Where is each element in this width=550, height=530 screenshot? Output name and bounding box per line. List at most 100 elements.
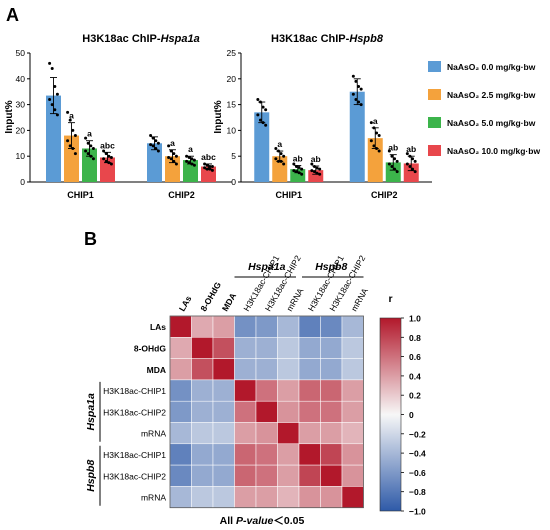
chart2-data-point (377, 149, 381, 153)
chart2-significance-label: ab (311, 154, 321, 164)
chart1-category-label: CHIP2 (168, 190, 195, 200)
chart1-ytick-label: 40 (16, 74, 26, 84)
heatmap-row-label: mRNA (141, 493, 166, 503)
footnote-prefix: All (220, 515, 236, 527)
heatmap-group-side-hspa1a: Hspa1a (85, 393, 97, 431)
legend-label: NaAsO₂ 5.0 mg/kg·bw (447, 118, 536, 128)
heatmap-row-label: mRNA (141, 429, 166, 439)
heatmap-footnote: All P-value＜0.05 (220, 515, 305, 527)
chart2-data-point (292, 169, 296, 173)
heatmap-cell (320, 486, 343, 508)
heatmap-cell (255, 315, 278, 338)
heatmap-cell (169, 443, 192, 466)
chart1-data-point (104, 159, 108, 163)
chart1-data-point (91, 157, 95, 161)
heatmap-cells (169, 315, 364, 509)
chart1-data-point (68, 144, 72, 148)
heatmap-cell (234, 422, 257, 445)
chart1-ytick-label: 20 (16, 125, 26, 135)
chart2-ytick-label: 0 (231, 177, 236, 187)
colorbar-tick-label: −0.6 (409, 468, 426, 478)
chart2-data-point (395, 159, 399, 163)
chart1-data-point (185, 159, 189, 163)
heatmap-row-label: 8-OHdG (134, 343, 167, 353)
chart1-data-point (66, 110, 70, 114)
chart1-bar (64, 135, 79, 182)
chart1-data-point (109, 162, 113, 166)
footnote-suffix: ＜0.05 (273, 515, 304, 527)
chart1-data-point (151, 144, 155, 148)
heatmap-cell (320, 443, 343, 466)
footnote-italic: P-value (236, 515, 274, 527)
heatmap-cell (191, 358, 214, 381)
chart2-data-point (372, 144, 376, 148)
legend: NaAsO₂ 0.0 mg/kg·bw NaAsO₂ 2.5 mg/kg·bw Na… (428, 61, 540, 156)
heatmap-cell (255, 358, 278, 381)
chart1-data-point (172, 152, 176, 156)
heatmap-cell (191, 486, 214, 508)
chart2-data-point (375, 131, 379, 135)
chart2-bar (254, 112, 270, 182)
chart2-data-point (390, 165, 394, 169)
chart1-data-point (205, 163, 209, 167)
chart1-category-label: CHIP1 (67, 190, 94, 200)
heatmap-cell (320, 358, 343, 381)
chart1-data-point (210, 168, 214, 172)
heatmap-cell (234, 315, 257, 338)
heatmap-cell (255, 337, 278, 359)
heatmap-col-label: MDA (220, 291, 238, 313)
chart2-data-point (310, 162, 314, 166)
chart1-ytick-label: 50 (16, 48, 26, 58)
chart2-data-point (276, 159, 280, 163)
heatmap-cell (298, 358, 321, 381)
chart1-data-point (208, 165, 212, 169)
heatmap-cell (234, 486, 257, 508)
chart1-data-point (203, 162, 207, 166)
chart1-data-point (156, 141, 160, 145)
heatmap-cell (234, 443, 257, 466)
heatmap-cell (234, 358, 257, 381)
heatmap-cell (234, 379, 257, 402)
chart2-data-point (375, 146, 379, 150)
chart2-title: H3K18ac ChIP-Hspb8 (271, 33, 384, 45)
chart1-data-point (154, 146, 158, 150)
chart1-data-point (192, 158, 196, 162)
chart1-significance-label: a (69, 111, 74, 121)
chart2-data-point (282, 162, 286, 166)
chart1-data-point (190, 157, 194, 161)
heatmap-cell (277, 315, 300, 338)
heatmap-row-label: LAs (150, 322, 166, 332)
chart1-ylabel: Input% (4, 100, 15, 133)
chart2-data-point (318, 172, 322, 176)
legend-label: NaAsO₂ 2.5 mg/kg·bw (447, 90, 536, 100)
chart1-data-point (167, 144, 171, 148)
chart2-data-point (294, 165, 298, 169)
chart1-data-point (71, 146, 75, 150)
chart1-data-point (73, 152, 77, 156)
heatmap-cell (255, 422, 278, 445)
legend-swatch (428, 117, 441, 128)
chart2-data-point (411, 167, 415, 171)
heatmap-cell (191, 379, 214, 402)
chart1-data-point (187, 155, 191, 159)
chart2-data-point (279, 152, 283, 156)
heatmap-row-label: H3K18ac-CHIP1 (103, 450, 166, 460)
chart1-ytick-label: 0 (20, 177, 25, 187)
chart2-ytick-label: 20 (227, 74, 237, 84)
heatmap-row-label: H3K18ac-CHIP2 (103, 407, 166, 417)
heatmap-cell (255, 486, 278, 508)
chart1-data-point (86, 141, 90, 145)
chart2-data-point (357, 85, 361, 89)
heatmap-cell (255, 379, 278, 402)
chart1-data-point (104, 152, 108, 156)
heatmap-cell (212, 400, 235, 423)
chart2-data-point (261, 105, 265, 109)
chart1-data-point (48, 97, 52, 101)
chart2-data-point (393, 167, 397, 171)
chart2-data-point (297, 166, 301, 170)
chart1-data-point (169, 157, 173, 161)
chart2-data-point (357, 100, 361, 104)
chart1-axes: 0 10 20 30 40 50 (16, 48, 232, 187)
